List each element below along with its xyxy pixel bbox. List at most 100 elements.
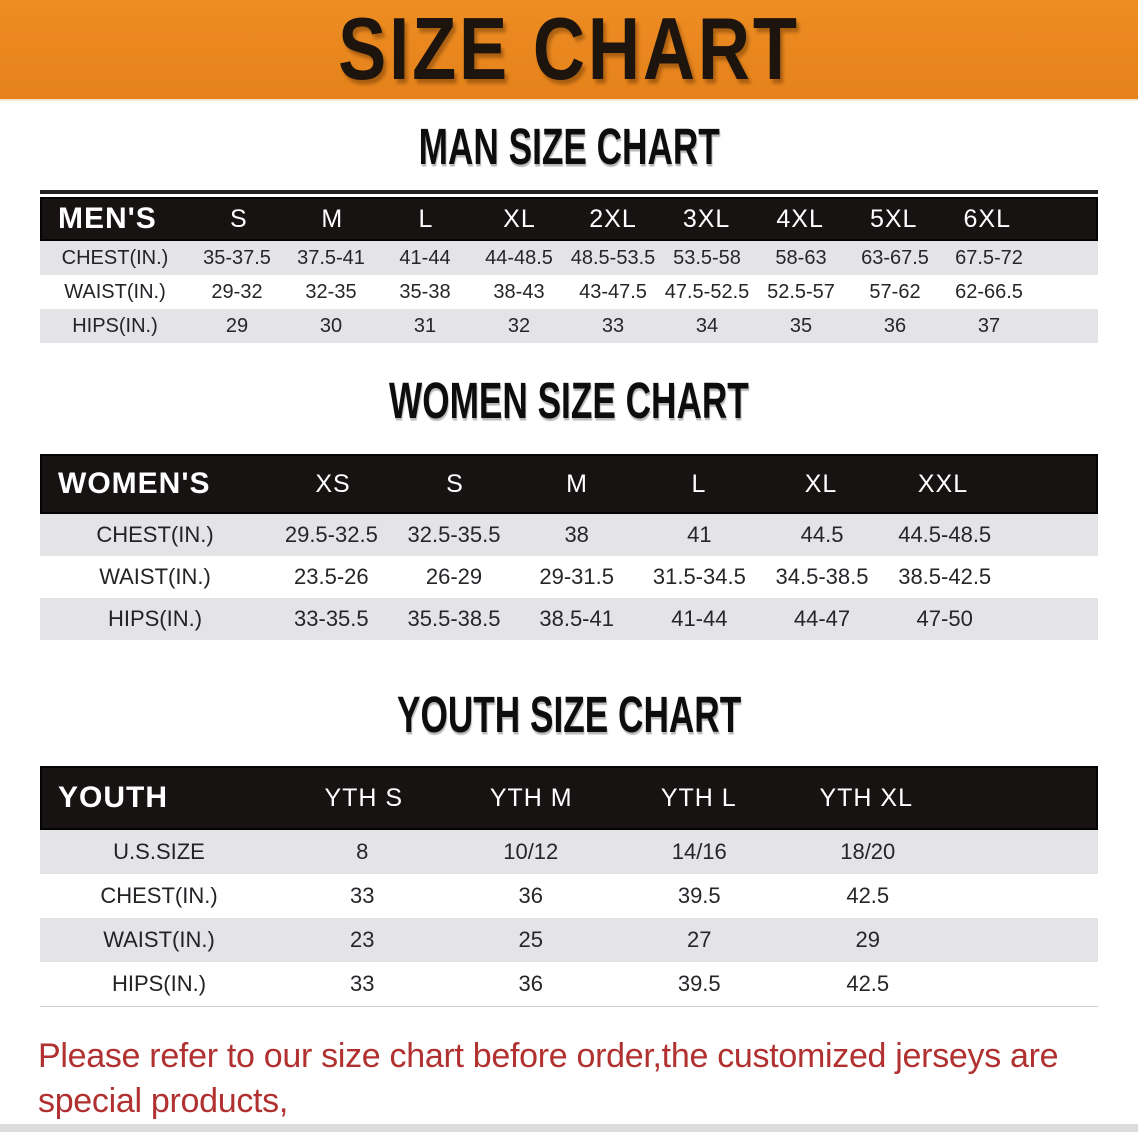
row-label: WAIST(IN.) bbox=[64, 280, 166, 303]
size-value-cell: 58-63 bbox=[775, 246, 827, 269]
size-column-header: S bbox=[229, 204, 248, 233]
size-value-cell: 33 bbox=[350, 971, 375, 996]
size-value-cell: 44.5-48.5 bbox=[898, 522, 992, 547]
size-column-header: M bbox=[566, 469, 588, 498]
men-size-section: MAN SIZE CHART MEN'S S M L XL 2XL 3XL 4XL 5XL 6XL… bbox=[0, 101, 1138, 343]
size-value-cell: 35 bbox=[789, 314, 813, 337]
men-size-table: MEN'S S M L XL 2XL 3XL 4XL 5XL 6XL CHEST(IN.) 35-37… bbox=[40, 190, 1098, 343]
row-label: HIPS(IN.) bbox=[107, 606, 203, 631]
men-section-heading: MAN SIZE CHART bbox=[0, 101, 1138, 190]
size-value-cell: 41-44 bbox=[671, 606, 728, 631]
size-value-cell: 25 bbox=[518, 927, 543, 952]
table-header-label: WOMEN'S bbox=[58, 467, 211, 500]
youth-size-section: YOUTH SIZE CHART YOUTH YTH S YTH M YTH L YTH… bbox=[0, 640, 1138, 1007]
size-column-header: 2XL bbox=[589, 204, 637, 233]
youth-section-heading-text: YOUTH SIZE CHART bbox=[396, 687, 742, 744]
row-label: WAIST(IN.) bbox=[99, 564, 211, 589]
table-row: CHEST(IN.) 35-37.5 37.5-41 41-44 44-48.5 48.5… bbox=[40, 241, 1098, 275]
size-value-cell: 23 bbox=[350, 927, 375, 952]
size-column-header: 3XL bbox=[682, 204, 731, 233]
size-value-cell: 29 bbox=[855, 927, 880, 952]
size-value-cell: 38-43 bbox=[493, 280, 545, 303]
row-label: HIPS(IN.) bbox=[111, 971, 207, 996]
row-label: WAIST(IN.) bbox=[103, 927, 215, 952]
size-value-cell: 42.5 bbox=[846, 883, 890, 908]
size-value-cell: 63-67.5 bbox=[861, 246, 929, 269]
size-value-cell: 23.5-26 bbox=[294, 564, 369, 589]
size-value-cell: 47.5-52.5 bbox=[664, 280, 750, 303]
youth-section-heading: YOUTH SIZE CHART bbox=[0, 640, 1138, 766]
size-value-cell: 47-50 bbox=[916, 606, 973, 631]
size-value-cell: 41-44 bbox=[399, 246, 451, 269]
table-header-label: YOUTH bbox=[58, 781, 168, 814]
size-value-cell: 37 bbox=[977, 314, 1001, 337]
size-value-cell: 34 bbox=[695, 314, 719, 337]
size-value-cell: 53.5-58 bbox=[673, 246, 741, 269]
disclaimer: Please refer to our size chart before or… bbox=[38, 1034, 1100, 1132]
page-title-text: SIZE CHART bbox=[338, 0, 800, 99]
size-value-cell: 43-47.5 bbox=[579, 280, 647, 303]
size-value-cell: 37.5-41 bbox=[297, 246, 365, 269]
size-value-cell: 10/12 bbox=[503, 839, 559, 864]
size-value-cell: 29 bbox=[225, 314, 249, 337]
table-header-label: MEN'S bbox=[58, 202, 157, 235]
size-value-cell: 52.5-57 bbox=[767, 280, 835, 303]
size-column-header: XL bbox=[503, 204, 536, 233]
row-label: HIPS(IN.) bbox=[72, 314, 158, 337]
youth-size-table: YOUTH YTH S YTH M YTH L YTH XL U.S.SIZE 8 10/12… bbox=[40, 766, 1098, 1007]
table-header-row: WOMEN'S XS S M L XL XXL bbox=[40, 454, 1098, 514]
table-header-row: MEN'S S M L XL 2XL 3XL 4XL 5XL 6XL bbox=[40, 197, 1098, 241]
size-column-header: 5XL bbox=[869, 204, 918, 233]
size-value-cell: 38 bbox=[564, 522, 589, 547]
size-column-header: 6XL bbox=[963, 204, 1012, 233]
size-value-cell: 33-35.5 bbox=[294, 606, 369, 631]
size-value-cell: 39.5 bbox=[677, 971, 721, 996]
table-row: WAIST(IN.) 29-32 32-35 35-38 38-43 43-47.5 47.… bbox=[40, 275, 1098, 309]
size-column-header: S bbox=[446, 469, 464, 498]
size-value-cell: 41 bbox=[687, 522, 712, 547]
size-value-cell: 18/20 bbox=[840, 839, 896, 864]
size-value-cell: 67.5-72 bbox=[955, 246, 1023, 269]
women-size-table: WOMEN'S XS S M L XL XXL CHEST(IN.) 29.5-32.5 32.5… bbox=[40, 454, 1098, 640]
table-row: CHEST(IN.) 33 36 39.5 42.5 bbox=[40, 874, 1098, 918]
table-header-row: YOUTH YTH S YTH M YTH L YTH XL bbox=[40, 766, 1098, 830]
women-section-heading-text: WOMEN SIZE CHART bbox=[389, 373, 749, 430]
women-section-heading: WOMEN SIZE CHART bbox=[0, 343, 1138, 454]
size-value-cell: 8 bbox=[356, 839, 369, 864]
table-row: HIPS(IN.) 29 30 31 32 33 34 35 36 37 bbox=[40, 309, 1098, 343]
size-column-header: M bbox=[321, 204, 344, 233]
size-column-header: YTH L bbox=[660, 783, 737, 812]
size-value-cell: 31.5-34.5 bbox=[652, 564, 746, 589]
size-value-cell: 44-48.5 bbox=[485, 246, 553, 269]
page-title: SIZE CHART bbox=[326, 5, 812, 93]
size-column-header: YTH XL bbox=[819, 783, 914, 812]
row-label: CHEST(IN.) bbox=[61, 246, 169, 269]
size-column-header: L bbox=[418, 204, 434, 233]
size-value-cell: 38.5-42.5 bbox=[898, 564, 992, 589]
size-value-cell: 57-62 bbox=[869, 280, 921, 303]
bottom-strip bbox=[0, 1124, 1138, 1132]
row-label: CHEST(IN.) bbox=[96, 522, 214, 547]
size-value-cell: 39.5 bbox=[677, 883, 721, 908]
size-value-cell: 35-38 bbox=[399, 280, 451, 303]
size-value-cell: 36 bbox=[883, 314, 907, 337]
size-value-cell: 44.5 bbox=[800, 522, 844, 547]
size-column-header: XXL bbox=[917, 469, 969, 498]
size-column-header: XS bbox=[315, 469, 351, 498]
size-value-cell: 29.5-32.5 bbox=[284, 522, 378, 547]
size-value-cell: 48.5-53.5 bbox=[570, 246, 656, 269]
table-row: U.S.SIZE 8 10/12 14/16 18/20 bbox=[40, 830, 1098, 874]
size-value-cell: 42.5 bbox=[846, 971, 890, 996]
men-section-heading-text: MAN SIZE CHART bbox=[418, 119, 720, 176]
size-value-cell: 32.5-35.5 bbox=[407, 522, 501, 547]
banner: SIZE CHART bbox=[0, 0, 1138, 101]
size-value-cell: 29-31.5 bbox=[539, 564, 614, 589]
size-value-cell: 36 bbox=[518, 971, 543, 996]
size-value-cell: 34.5-38.5 bbox=[775, 564, 869, 589]
size-value-cell: 32 bbox=[507, 314, 531, 337]
row-label: U.S.SIZE bbox=[113, 839, 205, 864]
size-value-cell: 29-32 bbox=[211, 280, 263, 303]
size-value-cell: 33 bbox=[350, 883, 375, 908]
size-value-cell: 33 bbox=[601, 314, 625, 337]
